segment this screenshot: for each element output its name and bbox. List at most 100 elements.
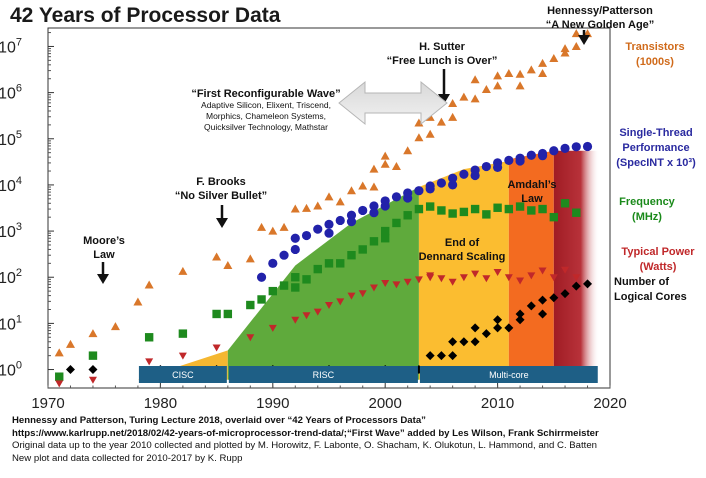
credits-line3: Original data up to the year 2010 collec… bbox=[12, 440, 598, 452]
power-point bbox=[313, 308, 322, 316]
y-tick-label: 105 bbox=[0, 129, 22, 149]
power-point bbox=[178, 352, 187, 360]
transistor-point bbox=[538, 58, 548, 67]
power-point bbox=[414, 276, 423, 284]
frequency-point bbox=[268, 286, 277, 296]
frequency-point bbox=[459, 207, 469, 217]
frequency-point bbox=[527, 206, 536, 215]
single-thread-point bbox=[414, 186, 424, 196]
y-tick-exponent: 5 bbox=[16, 129, 22, 141]
transistor-point bbox=[481, 84, 491, 93]
single-thread-point bbox=[290, 233, 300, 243]
power-point bbox=[291, 316, 300, 324]
core-count-point bbox=[538, 295, 548, 305]
legend-power: Typical Power (Watts) bbox=[612, 245, 704, 275]
risc-region bbox=[227, 187, 419, 380]
golden-age-region bbox=[553, 150, 599, 380]
power-point bbox=[437, 275, 446, 283]
plot-frame bbox=[47, 27, 611, 389]
core-count-point bbox=[448, 351, 458, 361]
transistor-point bbox=[448, 99, 458, 108]
legend-power-line2: (Watts) bbox=[639, 261, 677, 273]
x-tick-label: 1980 bbox=[144, 395, 177, 412]
credits-line4: New plot and data collected for 2010-201… bbox=[12, 452, 243, 464]
transistor-point bbox=[212, 252, 222, 261]
frequency-point bbox=[493, 203, 502, 212]
transistor-point bbox=[425, 129, 435, 138]
credits-block: Hennessy and Patterson, Turing Lecture 2… bbox=[12, 415, 702, 465]
y-tick-label: 101 bbox=[0, 313, 22, 333]
transistor-point bbox=[448, 112, 458, 121]
frequency-point bbox=[223, 309, 233, 319]
legend-transistors-line2: (1000s) bbox=[636, 56, 674, 68]
x-tick-label: 2020 bbox=[593, 395, 626, 412]
power-point bbox=[504, 274, 513, 282]
frequency-point bbox=[279, 281, 289, 290]
reconfigurable-annotation-title: “First Reconfigurable Wave” bbox=[191, 88, 341, 100]
moore-line1: Moore’s bbox=[83, 235, 125, 247]
power-point bbox=[55, 380, 64, 388]
transistor-point bbox=[515, 69, 525, 78]
single-thread-point bbox=[369, 208, 379, 218]
y-tick-exponent: 2 bbox=[16, 267, 22, 279]
single-thread-point bbox=[448, 180, 458, 190]
dennard-line1: End of bbox=[444, 237, 480, 249]
reconfigurable-annotation-body: Adaptive Silicon, Elixent, Triscend, Mor… bbox=[186, 100, 346, 133]
core-count-point bbox=[583, 279, 593, 289]
brooks-arrow-head bbox=[216, 218, 228, 228]
legend-transistors: Transistors (1000s) bbox=[612, 40, 698, 70]
y-tick-label: 107 bbox=[0, 36, 22, 56]
frequency-point bbox=[560, 199, 570, 208]
single-thread-point bbox=[335, 215, 345, 226]
core-count-point bbox=[88, 365, 98, 375]
single-thread-point bbox=[459, 169, 469, 179]
frequency-point bbox=[392, 218, 401, 228]
legend-cores-line2: Logical Cores bbox=[614, 291, 687, 303]
era-label: CISC bbox=[172, 370, 194, 380]
frequency-point bbox=[369, 237, 379, 246]
single-thread-point bbox=[526, 150, 536, 160]
frequency-point bbox=[470, 204, 480, 214]
frequency-point bbox=[482, 210, 491, 219]
axes: 1970 1980 1990 2000 2010 20201001011021031041… bbox=[0, 27, 627, 412]
power-point bbox=[268, 324, 277, 332]
transistor-point bbox=[560, 44, 570, 53]
hennessy-line1: Hennessy/Patterson bbox=[547, 5, 653, 17]
reconfigurable-line2: Morphics, Chameleon Systems, bbox=[206, 111, 326, 121]
single-thread-point bbox=[537, 151, 548, 161]
frequency-point bbox=[55, 372, 64, 381]
frequency-point bbox=[246, 300, 255, 310]
transistor-point bbox=[526, 65, 536, 74]
core-count-point bbox=[65, 365, 75, 375]
y-tick-label: 104 bbox=[0, 175, 22, 195]
transistor-point bbox=[414, 133, 424, 142]
power-point bbox=[212, 344, 221, 352]
credits-line1: Hennessy and Patterson, Turing Lecture 2… bbox=[12, 415, 426, 426]
dennard-annotation: End of Dennard Scaling bbox=[410, 236, 514, 264]
core-count-point bbox=[493, 323, 503, 333]
transistor-point bbox=[257, 222, 267, 231]
single-thread-point bbox=[504, 155, 514, 165]
power-point bbox=[527, 272, 536, 280]
transistor-point bbox=[369, 182, 379, 191]
single-thread-point bbox=[358, 205, 368, 216]
frequency-point bbox=[144, 333, 154, 342]
y-tick-label: 102 bbox=[0, 267, 22, 287]
transistor-point bbox=[493, 81, 503, 90]
core-count-point bbox=[504, 323, 514, 333]
transistor-point bbox=[178, 266, 188, 275]
transistor-point bbox=[54, 348, 64, 357]
core-count-point bbox=[515, 309, 525, 319]
transistor-point bbox=[133, 297, 143, 306]
sutter-annotation: H. Sutter “Free Lunch is Over” bbox=[372, 40, 512, 68]
y-tick-exponent: 1 bbox=[16, 313, 22, 325]
transistor-point bbox=[245, 254, 255, 263]
brooks-line1: F. Brooks bbox=[196, 176, 246, 188]
y-tick-label: 100 bbox=[0, 360, 22, 380]
single-thread-point bbox=[346, 210, 357, 220]
power-point bbox=[392, 281, 401, 289]
single-thread-point bbox=[403, 193, 413, 203]
single-thread-point bbox=[493, 162, 503, 172]
transistor-point bbox=[560, 48, 570, 57]
legend-frequency-line2: (MHz) bbox=[632, 211, 662, 223]
